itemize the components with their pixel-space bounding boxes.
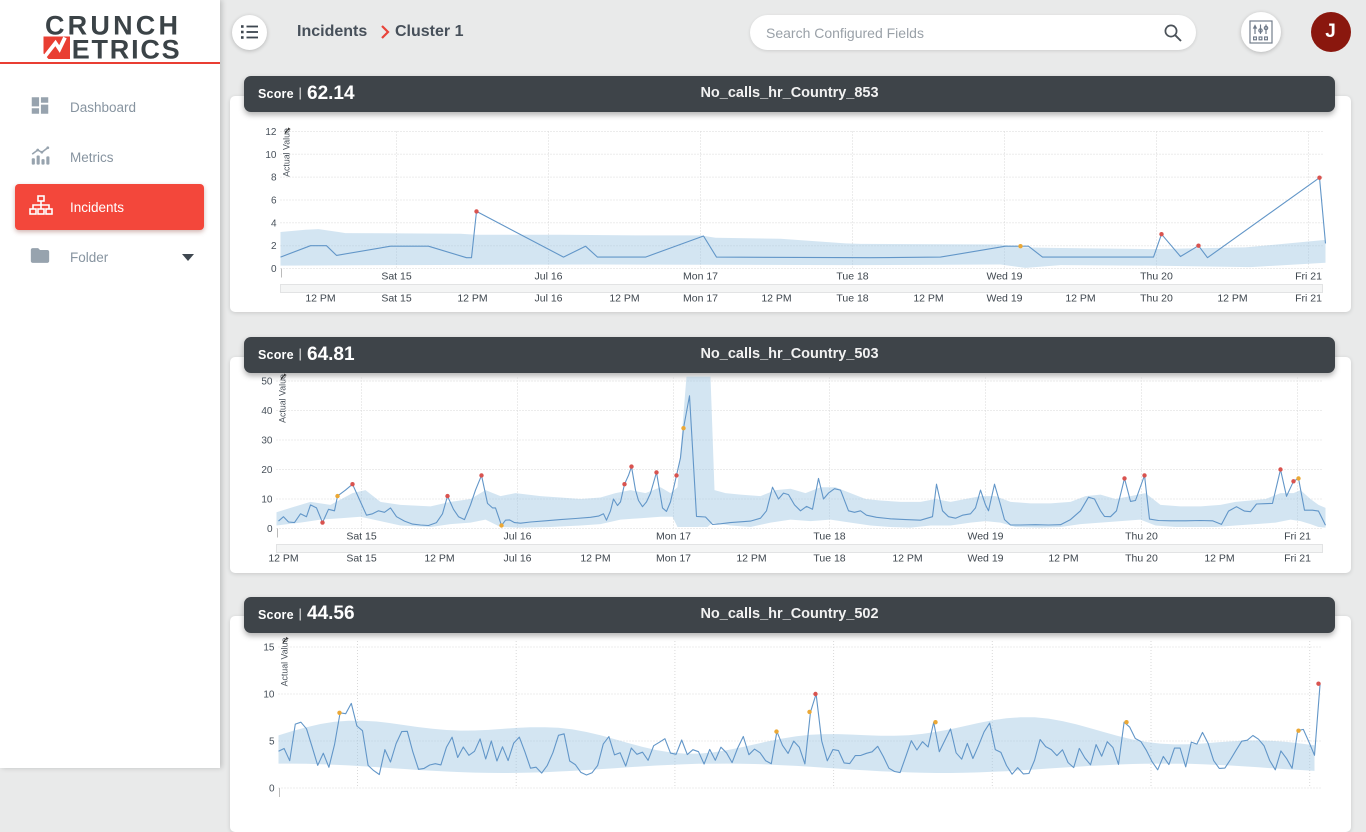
svg-text:Tue 18: Tue 18	[836, 270, 868, 282]
svg-text:Sat 15: Sat 15	[381, 270, 412, 282]
svg-text:Thu 20: Thu 20	[1140, 270, 1173, 282]
svg-text:2: 2	[270, 241, 276, 252]
svg-text:Tue 18: Tue 18	[813, 530, 845, 542]
svg-text:12 PM: 12 PM	[736, 552, 766, 564]
svg-text:Jul 16: Jul 16	[534, 270, 562, 282]
svg-text:6: 6	[270, 195, 276, 206]
svg-text:12 PM: 12 PM	[1204, 552, 1234, 564]
svg-text:40: 40	[261, 406, 273, 417]
svg-text:Thu 20: Thu 20	[1125, 552, 1158, 564]
svg-text:0: 0	[268, 784, 274, 795]
svg-text:Wed 19: Wed 19	[967, 552, 1003, 564]
svg-text:50: 50	[261, 376, 273, 387]
svg-text:Actual Value: Actual Value	[281, 128, 291, 177]
svg-text:Mon 17: Mon 17	[682, 270, 717, 282]
svg-text:12 PM: 12 PM	[1065, 292, 1095, 304]
svg-text:Mon 17: Mon 17	[655, 530, 690, 542]
svg-text:Thu 20: Thu 20	[1140, 292, 1173, 304]
svg-text:12 PM: 12 PM	[580, 552, 610, 564]
svg-text:Jul 16: Jul 16	[503, 552, 531, 564]
svg-text:12 PM: 12 PM	[1048, 552, 1078, 564]
svg-text:Tue 18: Tue 18	[813, 552, 845, 564]
svg-text:Fri 21: Fri 21	[1284, 530, 1311, 542]
svg-text:Fri 21: Fri 21	[1284, 552, 1311, 564]
svg-text:12 PM: 12 PM	[892, 552, 922, 564]
svg-text:0: 0	[266, 524, 272, 535]
svg-text:Sat 15: Sat 15	[381, 292, 412, 304]
svg-text:4: 4	[270, 218, 276, 229]
svg-text:ETRICS: ETRICS	[72, 35, 182, 63]
svg-text:Sat 15: Sat 15	[346, 552, 377, 564]
svg-text:12 PM: 12 PM	[268, 552, 298, 564]
svg-text:5: 5	[268, 737, 274, 748]
svg-text:Sat 15: Sat 15	[346, 530, 377, 542]
svg-text:Tue 18: Tue 18	[836, 292, 868, 304]
svg-text:Mon 17: Mon 17	[655, 552, 690, 564]
svg-text:Fri 21: Fri 21	[1295, 270, 1322, 282]
svg-text:Thu 20: Thu 20	[1125, 530, 1158, 542]
svg-text:12 PM: 12 PM	[1217, 292, 1247, 304]
svg-text:Wed 19: Wed 19	[967, 530, 1003, 542]
svg-text:Fri 21: Fri 21	[1295, 292, 1322, 304]
svg-text:30: 30	[261, 435, 273, 446]
svg-text:12: 12	[265, 127, 277, 138]
svg-text:10: 10	[261, 494, 273, 505]
svg-text:Actual Value: Actual Value	[279, 638, 289, 687]
svg-text:Mon 17: Mon 17	[682, 292, 717, 304]
svg-text:12 PM: 12 PM	[305, 292, 335, 304]
svg-text:12 PM: 12 PM	[609, 292, 639, 304]
svg-text:10: 10	[265, 149, 277, 160]
svg-text:12 PM: 12 PM	[761, 292, 791, 304]
svg-text:0: 0	[270, 264, 276, 275]
svg-text:15: 15	[263, 643, 275, 654]
svg-text:Jul 16: Jul 16	[503, 530, 531, 542]
svg-text:Actual Value: Actual Value	[277, 374, 287, 423]
svg-text:10: 10	[263, 690, 275, 701]
svg-text:Wed 19: Wed 19	[986, 292, 1022, 304]
svg-text:CRUNCH: CRUNCH	[45, 11, 181, 41]
svg-text:Wed 19: Wed 19	[986, 270, 1022, 282]
svg-text:12 PM: 12 PM	[457, 292, 487, 304]
svg-text:Jul 16: Jul 16	[534, 292, 562, 304]
svg-text:12 PM: 12 PM	[424, 552, 454, 564]
svg-text:12 PM: 12 PM	[913, 292, 943, 304]
svg-text:20: 20	[261, 465, 273, 476]
svg-text:8: 8	[270, 172, 276, 183]
